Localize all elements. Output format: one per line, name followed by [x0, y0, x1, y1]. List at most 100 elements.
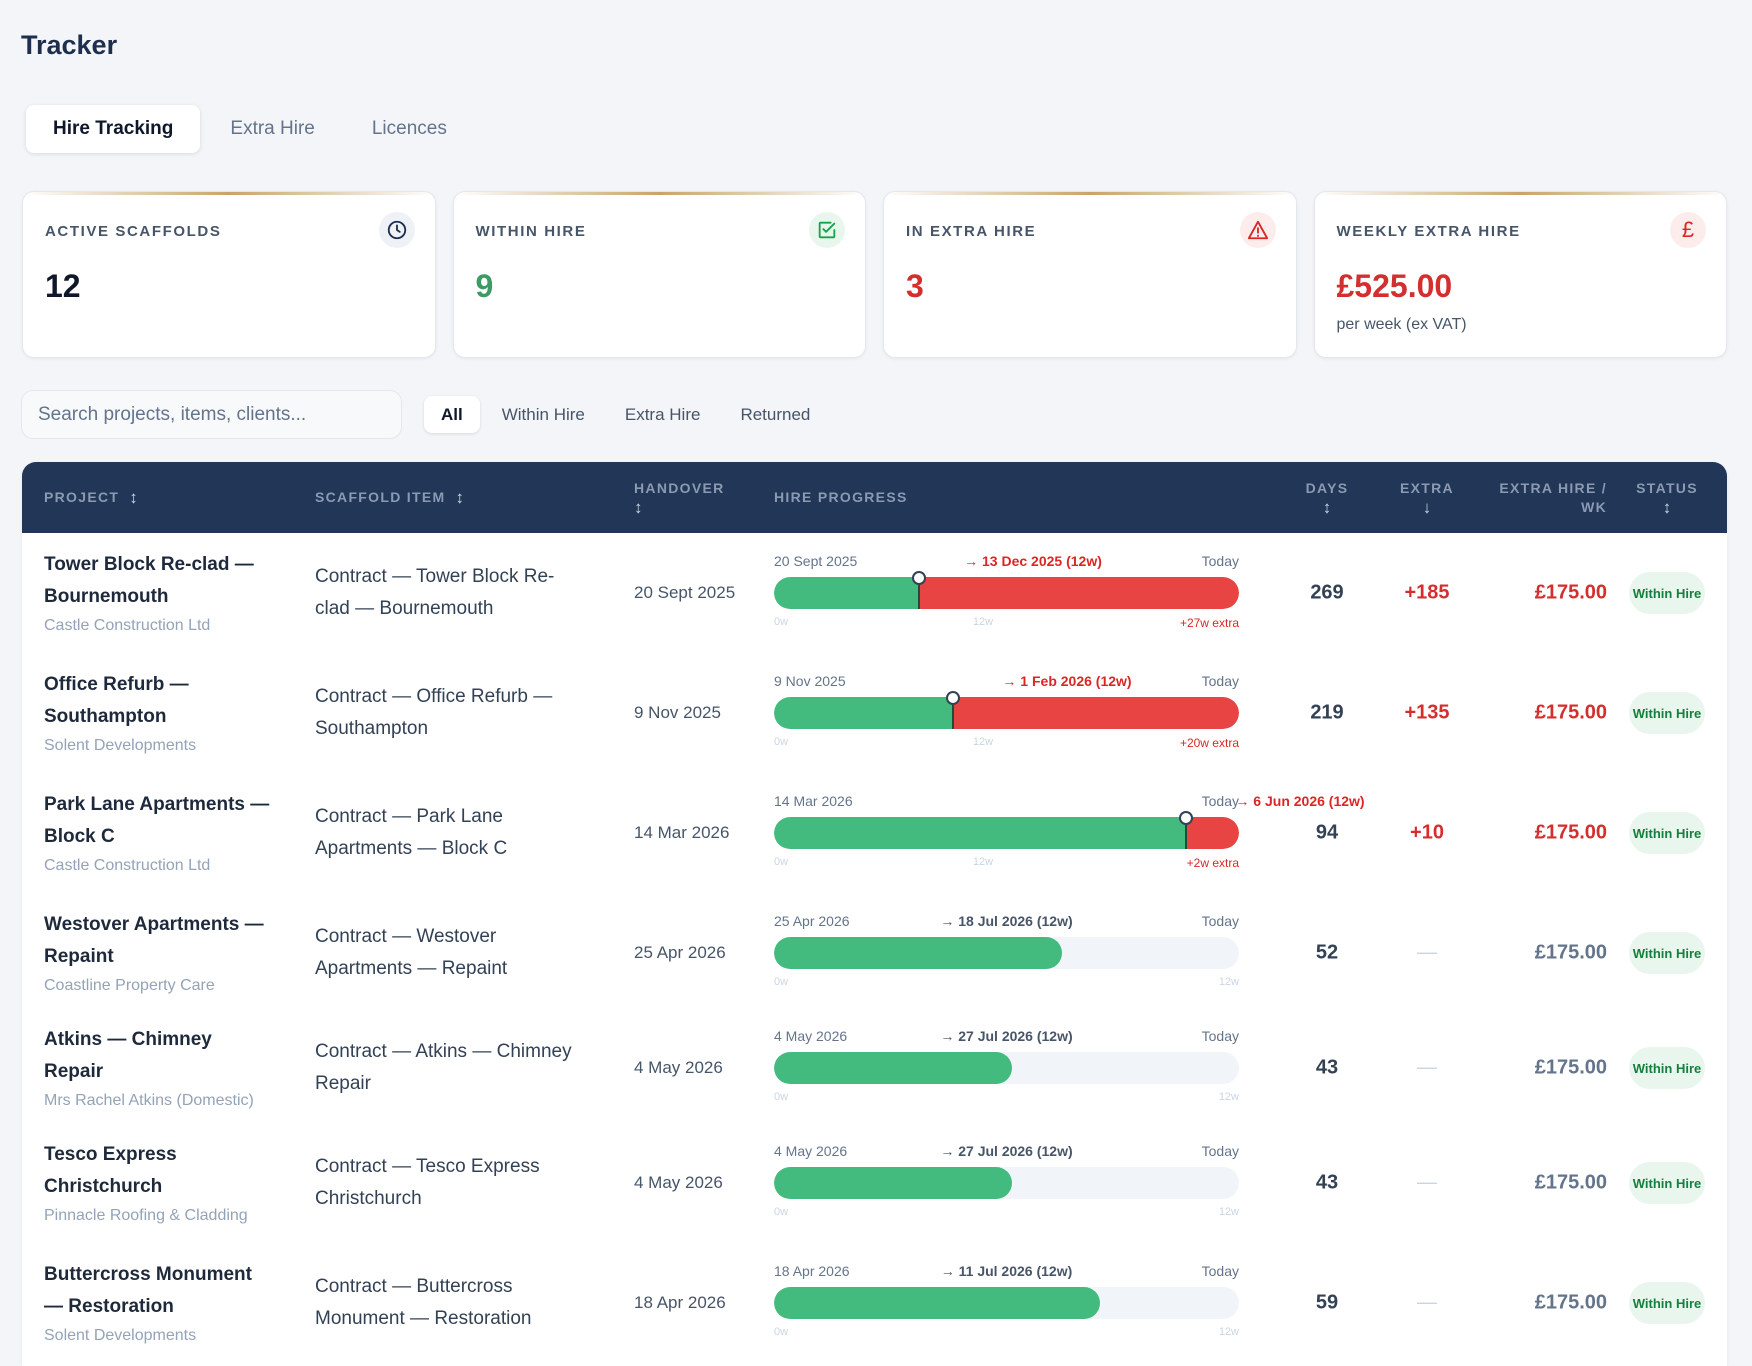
table-row[interactable]: Tower Block Re-clad — Bournemouth Castle …	[22, 533, 1727, 653]
due-date-label: → 11 Jul 2026 (12w)	[940, 1263, 1073, 1279]
handover-date: 20 Sept 2025	[634, 583, 736, 602]
progress-extra-hire	[953, 697, 1239, 729]
column-label: PROJECT	[44, 489, 120, 505]
column-label: HANDOVER	[634, 479, 725, 496]
extra-hire-weekly: £175.00	[1534, 701, 1607, 724]
project-name[interactable]: Buttercross Monument — Restoration	[44, 1264, 252, 1317]
table-row[interactable]: Atkins — Chimney Repair Mrs Rachel Atkins…	[22, 1008, 1727, 1128]
progress-within-hire	[774, 1167, 1012, 1199]
card-weekly-extra-hire: WEEKLY EXTRA HIRE £525.00 per week (ex V…	[1313, 191, 1727, 358]
pound-icon: £	[1670, 212, 1706, 248]
tab-extra-hire[interactable]: Extra Hire	[230, 118, 315, 139]
zero-week-label: 0w	[774, 976, 789, 988]
today-label: Today	[1201, 553, 1239, 569]
week-marker-label: 12w	[1218, 1091, 1239, 1103]
extra-weeks-label: +27w extra	[1179, 616, 1239, 630]
column-header-scaffold-item[interactable]: SCAFFOLD ITEM ↕	[315, 462, 464, 533]
hire-table: PROJECT ↕ SCAFFOLD ITEM ↕ HANDOVER ↕ HIRE P…	[22, 462, 1727, 1366]
card-value: 12	[45, 268, 81, 304]
days-count: 59	[1315, 1291, 1339, 1314]
handover-date: 4 May 2026	[634, 1173, 723, 1192]
filter-all[interactable]: All	[424, 396, 480, 433]
start-date-label: 14 Mar 2026	[774, 793, 853, 809]
start-date-label: 18 Apr 2026	[774, 1263, 850, 1279]
extra-weeks-label: +2w extra	[1186, 856, 1239, 870]
week-marker-label: 12w	[1218, 976, 1239, 988]
project-name[interactable]: Westover Apartments — Repaint	[44, 914, 264, 967]
today-label: Today	[1201, 1263, 1239, 1279]
sort-icon: ↓	[1422, 497, 1432, 517]
days-count: 43	[1315, 1056, 1339, 1079]
project-cell: Buttercross Monument — Restoration Solent…	[44, 1259, 274, 1347]
table-row[interactable]: Park Lane Apartments — Block C Castle Con…	[22, 773, 1727, 893]
zero-week-label: 0w	[774, 856, 789, 868]
week-marker-label: 12w	[972, 856, 994, 868]
project-name[interactable]: Park Lane Apartments — Block C	[44, 794, 270, 847]
client-name: Solent Developments	[44, 737, 197, 754]
column-label: HIRE PROGRESS	[774, 489, 908, 505]
column-label: SCAFFOLD ITEM	[315, 489, 446, 505]
project-name[interactable]: Tesco Express Christchurch	[44, 1144, 177, 1197]
project-cell: Tesco Express Christchurch Pinnacle Roofi…	[44, 1139, 274, 1227]
today-label: Today	[1201, 1028, 1239, 1044]
due-date-label: → 27 Jul 2026 (12w)	[940, 1143, 1073, 1159]
status-filter: All Within Hire Extra Hire Returned	[424, 396, 828, 433]
extra-hire-weekly: £175.00	[1534, 1056, 1607, 1079]
due-date-label: → 13 Dec 2025 (12w)	[964, 553, 1102, 569]
hire-progress: 14 Mar 2026 Today → 6 Jun 2026 (12w) 12w +2w…	[774, 791, 1365, 875]
hire-end-dot	[912, 571, 926, 585]
card-within-hire: WITHIN HIRE 9	[452, 191, 866, 358]
table-row[interactable]: Buttercross Monument — Restoration Solent…	[22, 1243, 1727, 1363]
column-header-project[interactable]: PROJECT ↕	[44, 462, 138, 533]
extra-days: +185	[1404, 581, 1450, 604]
sort-icon: ↕	[1322, 497, 1332, 517]
search-input[interactable]	[21, 390, 402, 439]
tab-licences[interactable]: Licences	[371, 118, 447, 139]
column-header-days[interactable]: DAYS ↕	[1277, 462, 1377, 533]
progress-track	[774, 937, 1239, 969]
table-row[interactable]: Office Refurb — Southampton Solent Develo…	[22, 653, 1727, 773]
table-row[interactable]: Westover Apartments — Repaint Coastline P…	[22, 893, 1727, 1013]
clock-icon	[378, 212, 415, 248]
tab-bar: Hire Tracking Extra Hire Licences	[26, 105, 474, 153]
project-name[interactable]: Tower Block Re-clad — Bournemouth	[44, 554, 254, 607]
hire-progress: 20 Sept 2025 Today → 13 Dec 2025 (12w) 12w +…	[774, 551, 1239, 635]
scaffold-item: Contract — Office Refurb — Southampton	[315, 686, 553, 739]
scaffold-item: Contract — Buttercross Monument — Restor…	[315, 1276, 532, 1329]
tab-hire-tracking[interactable]: Hire Tracking	[26, 105, 201, 153]
hire-progress: 9 Nov 2025 Today → 1 Feb 2026 (12w) 12w +20w…	[774, 671, 1239, 755]
start-date-label: 4 May 2026	[774, 1143, 848, 1159]
page-title: Tracker	[21, 30, 118, 60]
sort-icon: ↕	[1662, 497, 1672, 517]
project-cell: Atkins — Chimney Repair Mrs Rachel Atkins…	[44, 1024, 274, 1112]
column-label: DAYS	[1305, 479, 1349, 496]
project-cell: Office Refurb — Southampton Solent Develo…	[44, 669, 274, 757]
extra-days: +135	[1404, 701, 1450, 724]
column-header-extra[interactable]: EXTRA ↓	[1377, 462, 1477, 533]
column-header-handover[interactable]: HANDOVER ↕	[634, 462, 725, 533]
status-badge: Within Hire	[1629, 572, 1705, 614]
column-header-status[interactable]: STATUS ↕	[1617, 462, 1717, 533]
project-name[interactable]: Office Refurb — Southampton	[44, 674, 189, 727]
filter-within-hire[interactable]: Within Hire	[501, 404, 585, 424]
today-label: Today	[1201, 793, 1239, 809]
filter-returned[interactable]: Returned	[740, 404, 811, 424]
week-marker-label: 12w	[972, 616, 994, 628]
progress-track	[774, 577, 1239, 609]
progress-extra-hire	[1186, 817, 1239, 849]
card-value: £525.00	[1336, 268, 1453, 304]
filter-extra-hire[interactable]: Extra Hire	[624, 404, 701, 424]
table-row[interactable]: Tesco Express Christchurch Pinnacle Roofi…	[22, 1123, 1727, 1243]
due-date-label: → 27 Jul 2026 (12w)	[940, 1028, 1073, 1044]
column-header-extra-hire-wk: EXTRA HIRE / WK	[1477, 462, 1607, 533]
check-square-icon	[809, 212, 845, 248]
progress-track	[774, 1167, 1239, 1199]
due-date-label: → 18 Jul 2026 (12w)	[940, 913, 1073, 929]
client-name: Coastline Property Care	[44, 977, 215, 994]
handover-date: 25 Apr 2026	[634, 943, 726, 962]
project-cell: Westover Apartments — Repaint Coastline P…	[44, 909, 274, 997]
status-badge: Within Hire	[1629, 932, 1705, 974]
project-name[interactable]: Atkins — Chimney Repair	[44, 1029, 212, 1082]
summary-cards: ACTIVE SCAFFOLDS 12 WITHIN HIRE 9 IN EXT…	[22, 191, 1727, 358]
sort-icon: ↕	[129, 488, 138, 507]
